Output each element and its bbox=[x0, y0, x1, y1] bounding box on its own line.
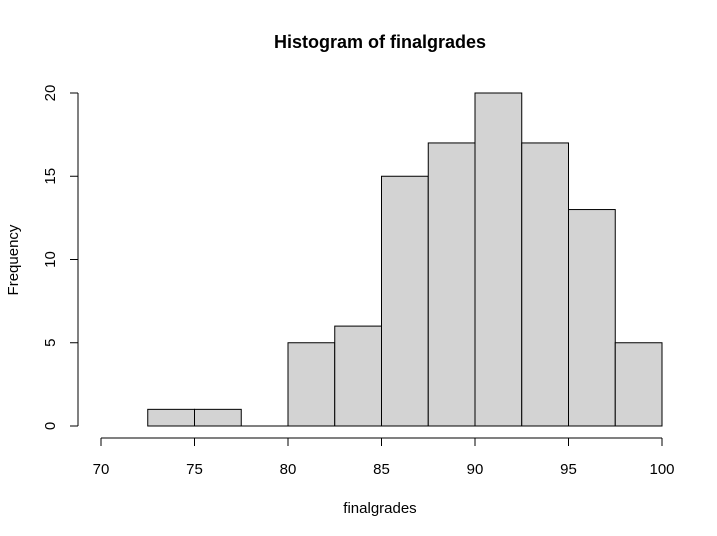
histogram-bar bbox=[614, 342, 663, 427]
histogram-bars bbox=[147, 92, 663, 427]
x-axis: 70 75 80 85 90 95 100 bbox=[93, 437, 675, 478]
x-tick-label: 75 bbox=[186, 461, 203, 478]
y-axis: 0 5 10 15 20 bbox=[42, 85, 79, 430]
x-tick-label: 90 bbox=[467, 461, 484, 478]
histogram-bar bbox=[381, 175, 429, 427]
x-tick-label: 95 bbox=[560, 461, 577, 478]
x-tick-label: 100 bbox=[649, 461, 674, 478]
histogram-bar bbox=[147, 408, 195, 427]
y-axis-label: Frequency bbox=[5, 224, 22, 295]
y-tick-label: 10 bbox=[42, 251, 59, 268]
x-tick-label: 70 bbox=[93, 461, 110, 478]
y-tick-label: 5 bbox=[42, 339, 59, 347]
histogram-bar bbox=[568, 209, 616, 427]
x-tick-label: 80 bbox=[280, 461, 297, 478]
x-axis-label: finalgrades bbox=[343, 500, 416, 517]
histogram-bar bbox=[287, 342, 336, 427]
y-tick-label: 0 bbox=[42, 422, 59, 430]
histogram-bar bbox=[427, 142, 476, 427]
histogram-bar bbox=[474, 92, 523, 427]
x-tick-label: 85 bbox=[373, 461, 390, 478]
histogram-bar bbox=[521, 142, 569, 427]
chart-title: Histogram of finalgrades bbox=[274, 32, 486, 52]
y-tick-label: 15 bbox=[42, 168, 59, 185]
histogram-bar bbox=[194, 408, 242, 427]
y-tick-label: 20 bbox=[42, 85, 59, 102]
histogram-bar bbox=[334, 325, 382, 427]
